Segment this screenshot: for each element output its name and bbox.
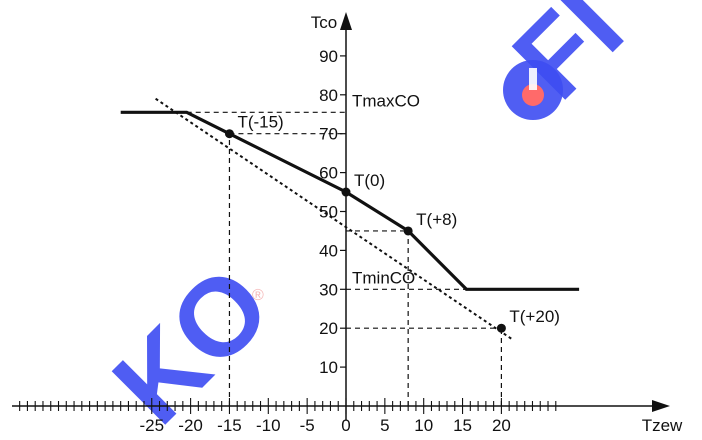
x-tick-label: -5 [300,416,315,435]
y-tick-label: 20 [319,319,338,338]
data-point-marker [496,323,506,333]
x-tick-label: -15 [217,416,242,435]
data-point-label: T(0) [354,171,385,190]
y-tick-label: 80 [319,86,338,105]
x-tick-label: -20 [178,416,203,435]
guide-lines [186,111,502,406]
level-label-tminco: TminCO [352,268,415,287]
x-tick-label: -10 [256,416,281,435]
watermark-thermometer-stem [529,68,537,90]
data-point-label: T(+8) [416,210,457,229]
chart-labels: -25 -20 -15 -10 -5 0 5 10 15 20 Tzew 10 20 30 40 50 60 70… [139,13,683,435]
y-tick-label: 30 [319,280,338,299]
level-label-tmaxco: TmaxCO [352,91,420,110]
y-tick-label: 10 [319,358,338,377]
y-tick-label: 40 [319,241,338,260]
x-axis-title: Tzew [642,416,683,435]
x-tick-label: 10 [414,416,433,435]
data-point-label: T(-15) [237,113,283,132]
x-tick-label: 5 [380,416,389,435]
x-tick-label: 20 [492,416,511,435]
data-point-label: T(+20) [509,307,560,326]
watermark: FI KO ® [90,0,646,440]
x-tick-label: 15 [453,416,472,435]
watermark-thermometer-bulb [522,84,544,106]
data-point-marker [224,129,234,139]
y-tick-label: 60 [319,164,338,183]
data-markers [224,129,506,333]
y-tick-label: 90 [319,47,338,66]
data-point-marker [341,187,351,197]
x-tick-label: -25 [139,416,164,435]
registered-mark: ® [252,287,264,304]
x-axis-arrow-icon [652,400,670,412]
y-tick-label: 70 [319,125,338,144]
y-tick-label: 50 [319,203,338,222]
data-point-marker [403,226,413,236]
axes [12,12,670,420]
y-axis-title: Tco [311,13,337,32]
x-tick-label: 0 [341,416,350,435]
y-axis-arrow-icon [340,12,352,30]
